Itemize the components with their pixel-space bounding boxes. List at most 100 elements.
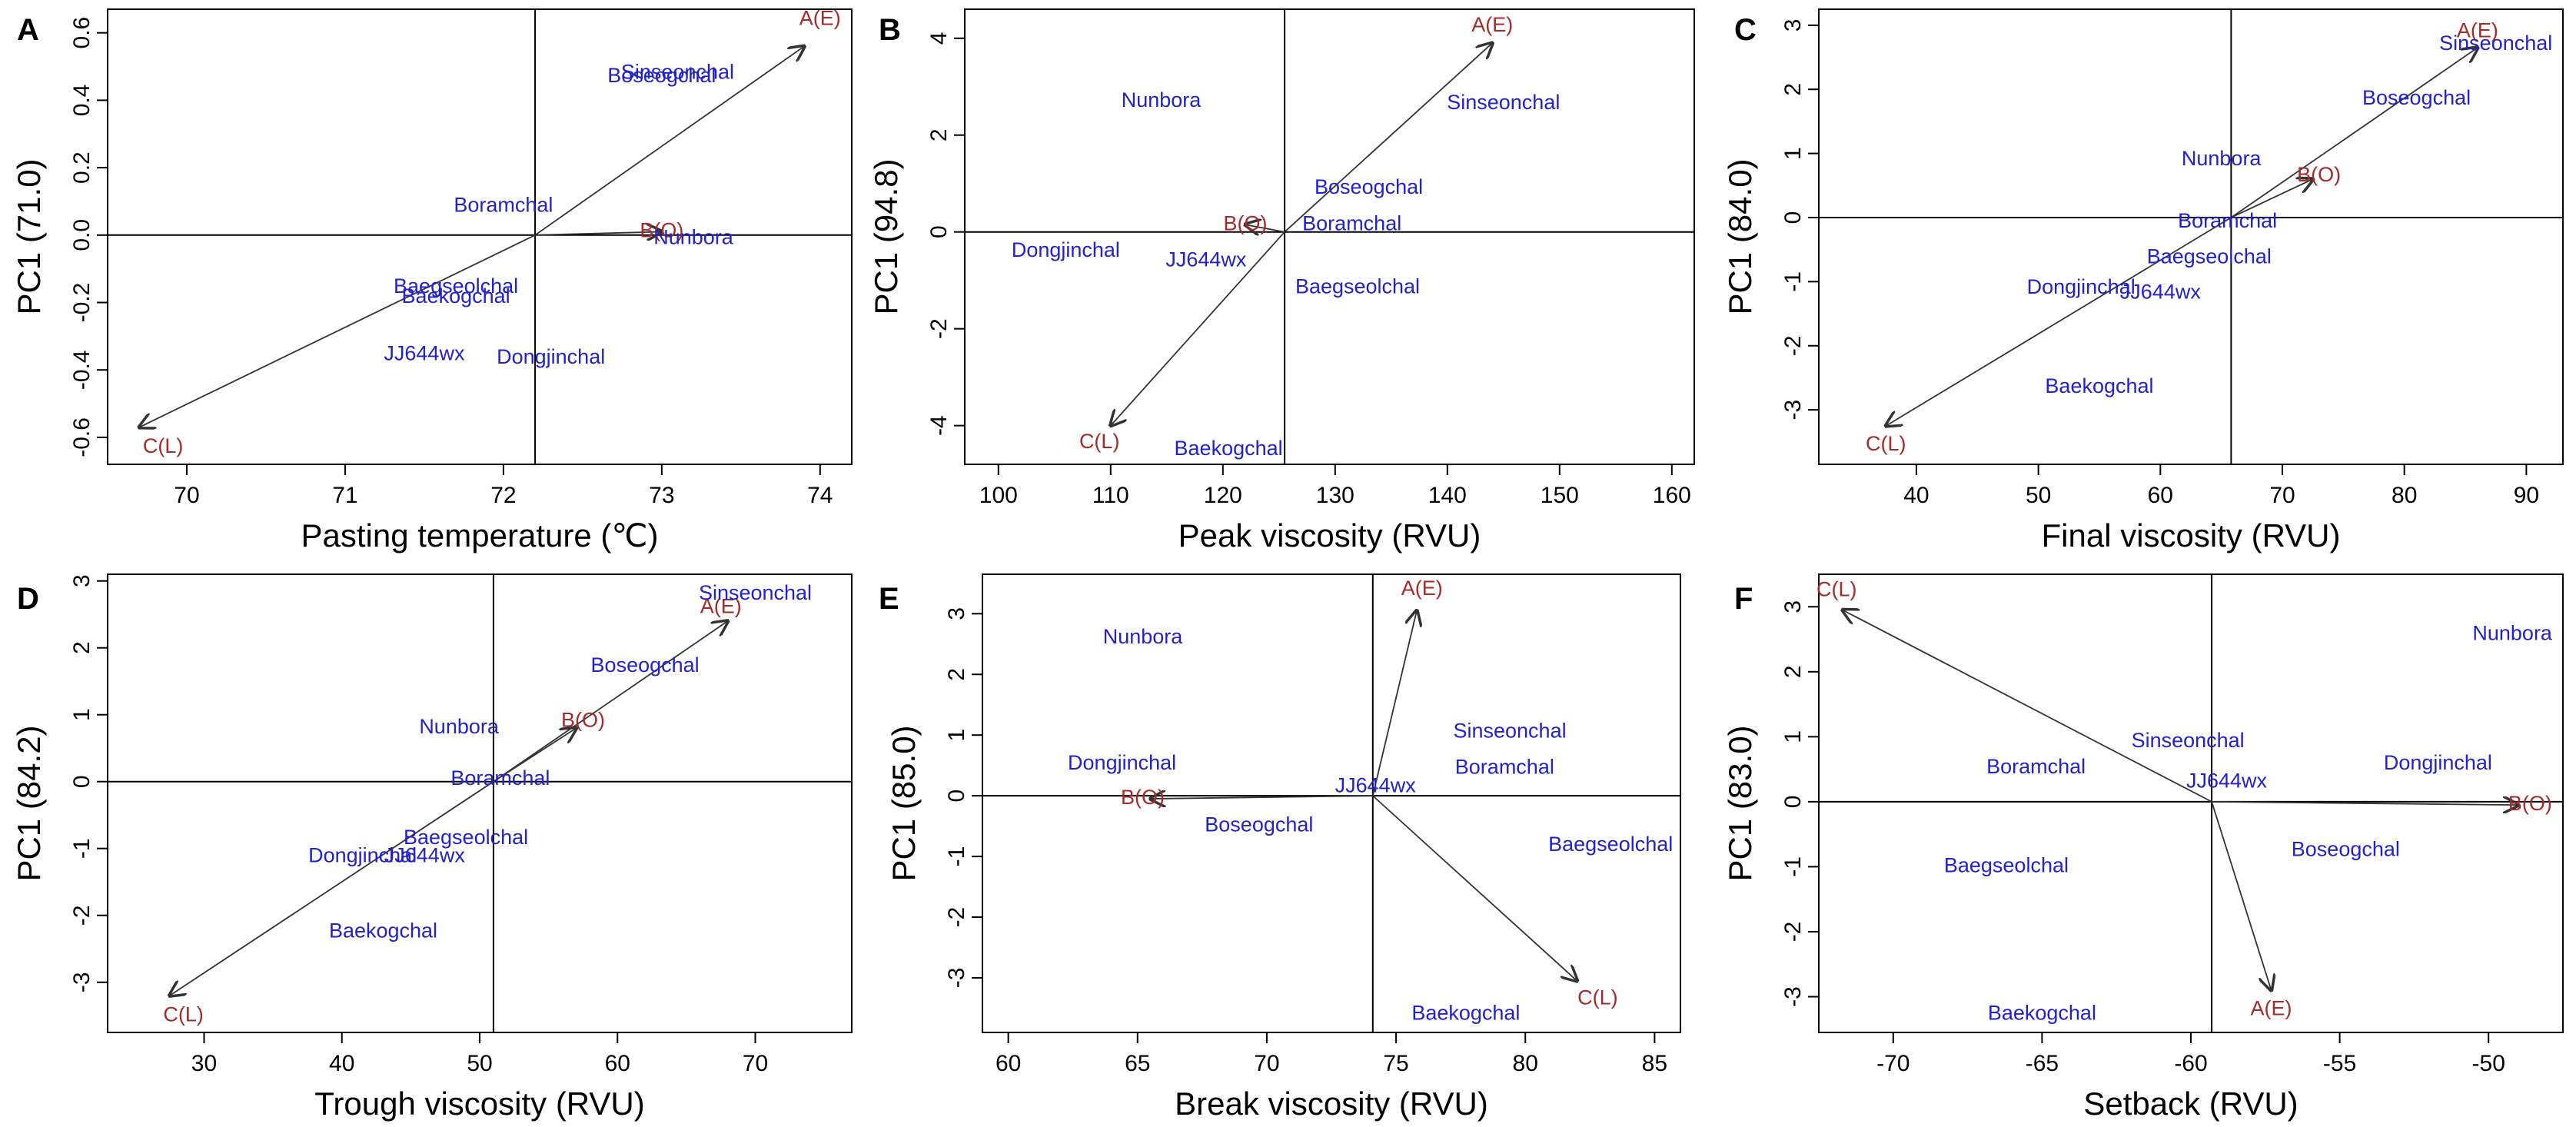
x-tick-label-a: 72 [490, 483, 516, 508]
y-axis-title-e: PC1 (85.0) [886, 725, 922, 881]
plot-frame-e [982, 573, 1681, 1033]
panel-letter-c: C [1734, 13, 1757, 47]
x-tick-label-e: 70 [1254, 1051, 1279, 1076]
y-axis-title-f: PC1 (83.0) [1722, 725, 1758, 881]
variable-label-ae-c: A(E) [2457, 18, 2498, 42]
y-tick-label-d: -2 [69, 905, 95, 926]
sample-label-baekogchal-b: Baekogchal [1175, 437, 1283, 460]
y-tick-label-c: 0 [1780, 211, 1806, 224]
y-tick-label-e: -1 [944, 846, 969, 867]
sample-label-dongjinchal-f: Dongjinchal [2384, 751, 2492, 774]
variable-arrow-ae-e [1371, 610, 1417, 796]
sample-label-boseogchal-b: Boseogchal [1315, 175, 1423, 198]
panel-d: D 30 40 50 60 70 -3 -2 -1 0 1 2 3 Trough viscosity (R… [11, 573, 853, 1122]
x-tick-label-e: 80 [1513, 1051, 1538, 1076]
y-tick-label-d: 3 [69, 574, 95, 587]
sample-label-baekogchal-e: Baekogchal [1411, 1001, 1520, 1024]
sample-label-nunbora-d: Nunbora [419, 715, 500, 738]
variable-arrow-ae-f [2211, 801, 2271, 990]
variable-label-cl-d: C(L) [163, 1002, 204, 1026]
sample-label-boseogchal-d: Boseogchal [591, 653, 700, 677]
variable-label-bo-d: B(O) [561, 709, 605, 732]
y-axis-title-c: PC1 (84.0) [1722, 158, 1758, 314]
x-tick-label-f: -70 [1876, 1051, 1910, 1076]
x-tick-label-e: 65 [1125, 1051, 1150, 1076]
sample-label-jj644wx-b: JJ644wx [1165, 248, 1247, 271]
y-tick-label-c: 2 [1780, 83, 1806, 96]
variable-arrow-cl-b [1111, 231, 1285, 426]
y-tick-label-e: 1 [944, 729, 969, 742]
sample-label-dongjinchal-e: Dongjinchal [1068, 751, 1176, 774]
y-tick-label-c: -2 [1780, 335, 1806, 356]
x-tick-label-b: 160 [1653, 483, 1691, 508]
x-tick-label-c: 60 [2148, 483, 2173, 508]
x-tick-label-c: 70 [2269, 483, 2295, 508]
sample-label-jj644wx-e: JJ644wx [1335, 773, 1417, 796]
x-tick-label-f: -65 [2026, 1051, 2059, 1076]
plot-frame-c [1818, 8, 2564, 465]
x-tick-label-f: -50 [2472, 1051, 2505, 1076]
y-tick-label-e: 2 [944, 668, 969, 681]
sample-label-jj644wx-a: JJ644wx [384, 342, 465, 365]
sample-label-nunbora-e: Nunbora [1103, 625, 1184, 648]
sample-label-dongjinchal-d: Dongjinchal [308, 843, 417, 866]
y-tick-label-a: -0.4 [69, 350, 95, 390]
y-tick-label-d: 1 [69, 708, 95, 721]
sample-label-dongjinchal-a: Dongjinchal [497, 345, 605, 368]
variable-label-cl-c: C(L) [1866, 432, 1906, 455]
sample-label-boramchal-d: Boramchal [450, 766, 550, 790]
y-tick-label-a: -0.2 [69, 283, 95, 323]
sample-label-nunbora-f: Nunbora [2472, 622, 2553, 645]
sample-label-boseogchal-f: Boseogchal [2292, 837, 2400, 860]
y-tick-label-f: -3 [1780, 986, 1806, 1007]
sample-label-sinseonchal-f: Sinseonchal [2132, 729, 2245, 752]
y-tick-label-b: 4 [926, 32, 952, 45]
x-tick-label-e: 60 [995, 1051, 1021, 1076]
y-tick-label-a: 0.2 [69, 151, 95, 184]
x-tick-label-d: 40 [329, 1051, 354, 1076]
y-tick-label-d: 2 [69, 641, 95, 654]
sample-label-nunbora-a: Nunbora [653, 225, 734, 248]
sample-label-boramchal-c: Boramchal [2178, 209, 2277, 232]
x-tick-label-c: 80 [2392, 483, 2417, 508]
x-tick-label-b: 110 [1092, 483, 1129, 508]
x-axis-title-f: Setback (RVU) [2083, 1085, 2298, 1122]
sample-label-sinseonchal-a: Sinseonchal [621, 60, 734, 83]
y-tick-label-f: -2 [1780, 922, 1806, 942]
x-tick-label-d: 70 [743, 1051, 768, 1076]
variable-arrow-cl-a [139, 234, 536, 427]
x-tick-label-a: 73 [649, 483, 674, 508]
sample-label-nunbora-b: Nunbora [1122, 88, 1202, 111]
variable-label-bo-a: B(O) [640, 219, 683, 242]
variable-label-ae-f: A(E) [2251, 997, 2292, 1020]
sample-label-boseogchal-e: Boseogchal [1205, 813, 1313, 836]
y-tick-label-c: 1 [1780, 147, 1806, 160]
plot-frame-b [964, 8, 1695, 465]
variable-arrow-cl-d [170, 780, 494, 996]
y-tick-label-d: -3 [69, 972, 95, 992]
x-axis-title-c: Final viscosity (RVU) [2042, 517, 2341, 554]
y-tick-label-f: 1 [1780, 730, 1806, 743]
panel-letter-e: E [879, 582, 899, 616]
sample-label-baekogchal-f: Baekogchal [1988, 1001, 2096, 1024]
x-tick-label-b: 120 [1204, 483, 1242, 508]
variable-label-cl-e: C(L) [1577, 986, 1618, 1009]
x-tick-label-b: 150 [1541, 483, 1579, 508]
sample-label-boramchal-b: Boramchal [1302, 211, 1401, 234]
panel-f: F -70 -65 -60 -55 -50 -3 -2 -1 0 1 2 3 Setback (RVU) P… [1722, 573, 2564, 1122]
sample-label-dongjinchal-b: Dongjinchal [1012, 238, 1120, 261]
panel-c: C 40 50 60 70 80 90 -3 -2 -1 0 1 2 3 Final viscosity (… [1722, 8, 2564, 554]
sample-label-dongjinchal-c: Dongjinchal [2027, 275, 2136, 298]
variable-label-bo-e: B(O) [1121, 786, 1165, 809]
variable-label-cl-f: C(L) [1816, 577, 1857, 600]
y-axis-title-d: PC1 (84.2) [11, 725, 47, 881]
panel-letter-a: A [17, 13, 39, 47]
panel-b: B 100 110 120 130 140 150 160 -4 -2 0 2 4 Peak viscos… [868, 8, 1695, 554]
y-tick-label-e: -3 [944, 968, 969, 989]
y-tick-label-c: 3 [1780, 19, 1806, 32]
variable-arrow-bo-b [1245, 224, 1285, 231]
sample-label-baekogchal-c: Baekogchal [2045, 374, 2153, 397]
variable-arrow-bo-d [493, 728, 577, 783]
y-tick-label-b: 0 [926, 225, 952, 238]
x-tick-label-b: 130 [1316, 483, 1354, 508]
